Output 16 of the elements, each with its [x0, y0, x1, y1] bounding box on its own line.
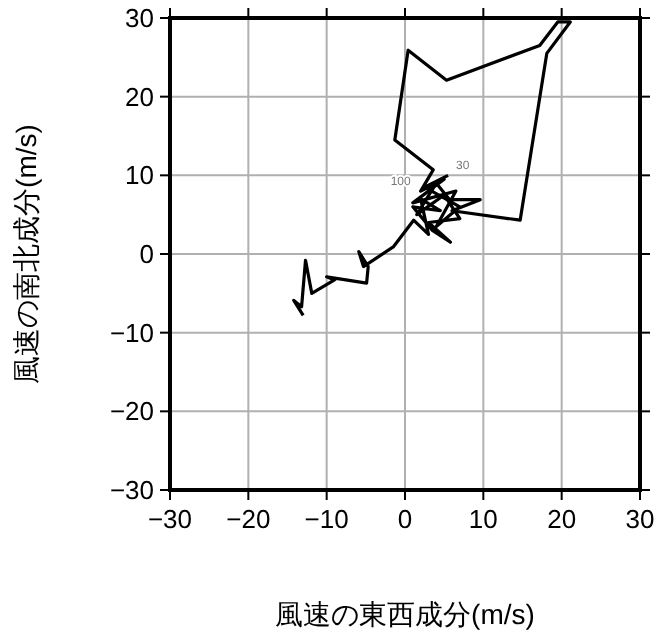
x-tick-label: 10: [468, 504, 498, 534]
x-tick-label: 0: [397, 504, 413, 534]
y-axis-title: 風速の南北成分(m/s): [10, 124, 42, 384]
x-tick-label: −20: [226, 504, 271, 534]
x-tick-label: −10: [304, 504, 349, 534]
y-tick-label: 20: [125, 81, 154, 112]
y-tick-label: 30: [125, 3, 154, 33]
y-tick-label: −10: [109, 317, 154, 348]
x-tick-label: 30: [625, 504, 655, 534]
y-tick-label: 0: [139, 239, 154, 269]
y-tick-label: 10: [125, 160, 154, 191]
y-tick-label: −20: [109, 396, 154, 427]
x-axis-title: 風速の東西成分(m/s): [275, 598, 535, 630]
y-tick-label: −30: [109, 475, 154, 505]
x-tick-label: −30: [147, 504, 193, 534]
x-tick-label: 20: [547, 504, 577, 534]
